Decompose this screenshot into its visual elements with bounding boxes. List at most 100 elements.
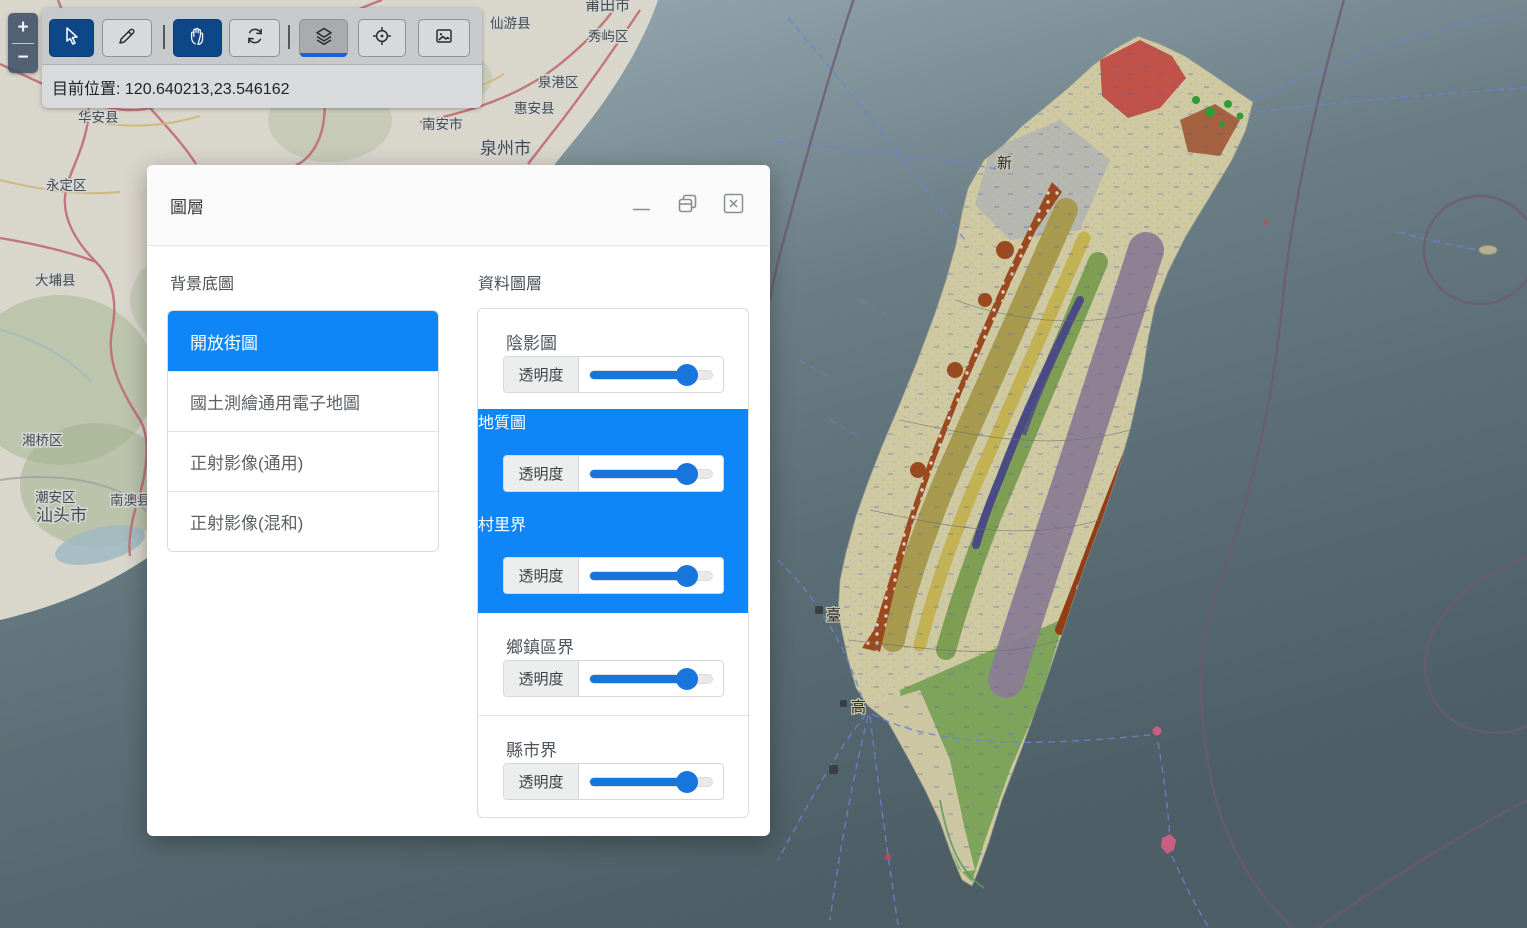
svg-text:泉港区: 泉港区 [538, 74, 579, 90]
opacity-slider[interactable] [579, 764, 723, 799]
map-zoom-control: + − [8, 13, 38, 73]
slider-fill [590, 674, 682, 683]
svg-text:湘桥区: 湘桥区 [22, 433, 63, 448]
svg-text:汕头市: 汕头市 [36, 506, 87, 525]
layers-icon [314, 26, 334, 51]
layers-dialog: 圖層 [147, 165, 770, 836]
basemap-item-ortho-mixed[interactable]: 正射影像(混和) [168, 491, 438, 551]
basemap-item-ortho-general[interactable]: 正射影像(通用) [168, 431, 438, 491]
map-labels: 莆田市 仙游县 秀屿区 泉港区 惠安县 南安市 泉州市 华安县 永定区 大埔县 … [21, 0, 632, 527]
image-export-button[interactable] [418, 19, 470, 57]
dialog-header[interactable]: 圖層 [147, 165, 770, 246]
refresh-tool-button[interactable] [229, 19, 280, 57]
draw-tool-button[interactable] [102, 19, 152, 57]
close-icon [721, 191, 746, 221]
layer-name: 鄉鎮區界 [506, 638, 574, 657]
svg-text:臺: 臺 [826, 607, 841, 624]
slider-thumb[interactable] [676, 770, 698, 793]
boundary-lines [768, 0, 1527, 928]
slider-track [589, 570, 713, 581]
hand-icon [188, 26, 208, 51]
dialog-title: 圖層 [170, 198, 204, 217]
restore-button[interactable] [675, 193, 700, 218]
coordinate-bar: 目前位置: 120.640213,23.546162 [42, 64, 482, 108]
opacity-label: 透明度 [504, 764, 579, 799]
opacity-slider-group: 透明度 [503, 356, 724, 393]
slider-track [589, 369, 713, 380]
datalayers-panel: 陰影圖 透明度 地質圖 透明度 [477, 308, 749, 818]
small-islands [885, 220, 1498, 860]
toolbar-separator [288, 25, 290, 49]
toolbar-buttons-row [42, 8, 482, 64]
slider-track [589, 468, 713, 479]
minimize-icon [629, 191, 654, 221]
opacity-slider[interactable] [579, 456, 723, 491]
svg-text:泉州市: 泉州市 [480, 139, 531, 158]
map-toolbar: 目前位置: 120.640213,23.546162 [42, 8, 482, 108]
svg-text:南澳县: 南澳县 [110, 493, 151, 508]
slider-track [589, 776, 713, 787]
slider-fill [590, 469, 682, 478]
zoom-out-button[interactable]: − [17, 47, 29, 69]
coordinate-text: 目前位置: 120.640213,23.546162 [52, 80, 290, 98]
taiwan-city-labels: 新 臺 高 [825, 154, 1014, 718]
select-tool-button[interactable] [49, 19, 94, 57]
restore-icon [675, 191, 700, 221]
selected-layers-block: 地質圖 透明度 村里界 透明度 [478, 409, 748, 613]
cursor-icon [62, 26, 82, 51]
layer-row-county-boundary[interactable]: 縣市界 透明度 [478, 715, 748, 817]
image-icon [434, 26, 454, 51]
layer-row-township-boundary[interactable]: 鄉鎮區界 透明度 [478, 613, 748, 715]
layer-row-hillshade[interactable]: 陰影圖 透明度 [478, 309, 748, 409]
basemap-item-osm[interactable]: 開放街圖 [168, 311, 438, 371]
pencil-icon [117, 26, 137, 51]
datalayers-heading: 資料圖層 [478, 276, 543, 293]
opacity-slider-group: 透明度 [503, 557, 724, 594]
opacity-slider-group: 透明度 [503, 763, 724, 800]
layer-row-geology[interactable]: 地質圖 透明度 [478, 409, 748, 511]
slider-track [589, 673, 713, 684]
layer-row-village-boundary[interactable]: 村里界 透明度 [478, 511, 748, 613]
slider-thumb[interactable] [676, 363, 698, 386]
minimize-button[interactable] [629, 193, 654, 218]
svg-text:潮安区: 潮安区 [35, 490, 76, 505]
refresh-icon [245, 26, 265, 51]
opacity-label: 透明度 [504, 456, 579, 491]
slider-thumb[interactable] [676, 564, 698, 587]
opacity-slider[interactable] [579, 558, 723, 593]
slider-fill [590, 777, 682, 786]
close-button[interactable] [721, 193, 746, 218]
basemap-item-nlsc-emap[interactable]: 國土測繪通用電子地圖 [168, 371, 438, 431]
layer-name: 縣市界 [506, 741, 557, 760]
zoom-divider [12, 42, 34, 44]
opacity-slider[interactable] [579, 357, 723, 392]
slider-fill [590, 370, 682, 379]
svg-text:仙游县: 仙游县 [490, 16, 531, 31]
svg-text:永定区: 永定区 [46, 178, 87, 193]
svg-text:华安县: 华安县 [78, 110, 119, 125]
sea-routes [774, 13, 1527, 927]
slider-thumb[interactable] [676, 462, 698, 485]
svg-text:莆田市: 莆田市 [585, 0, 630, 14]
layer-name: 陰影圖 [506, 334, 557, 353]
opacity-label: 透明度 [504, 357, 579, 392]
city-markers [815, 606, 847, 774]
slider-thumb[interactable] [676, 667, 698, 690]
zoom-in-button[interactable]: + [17, 16, 29, 38]
svg-text:南安市: 南安市 [422, 116, 463, 132]
opacity-slider-group: 透明度 [503, 660, 724, 697]
svg-text:高: 高 [851, 699, 866, 716]
layer-name: 村里界 [478, 517, 527, 534]
svg-text:新: 新 [997, 155, 1012, 172]
pan-tool-button[interactable] [173, 19, 222, 57]
layers-tool-button[interactable] [299, 19, 348, 57]
svg-text:秀屿区: 秀屿区 [588, 29, 629, 44]
opacity-slider-group: 透明度 [503, 455, 724, 492]
svg-text:惠安县: 惠安县 [514, 101, 555, 116]
opacity-slider[interactable] [579, 661, 723, 696]
svg-text:大埔县: 大埔县 [35, 273, 76, 288]
opacity-label: 透明度 [504, 661, 579, 696]
locate-tool-button[interactable] [358, 19, 406, 57]
slider-fill [590, 571, 682, 580]
